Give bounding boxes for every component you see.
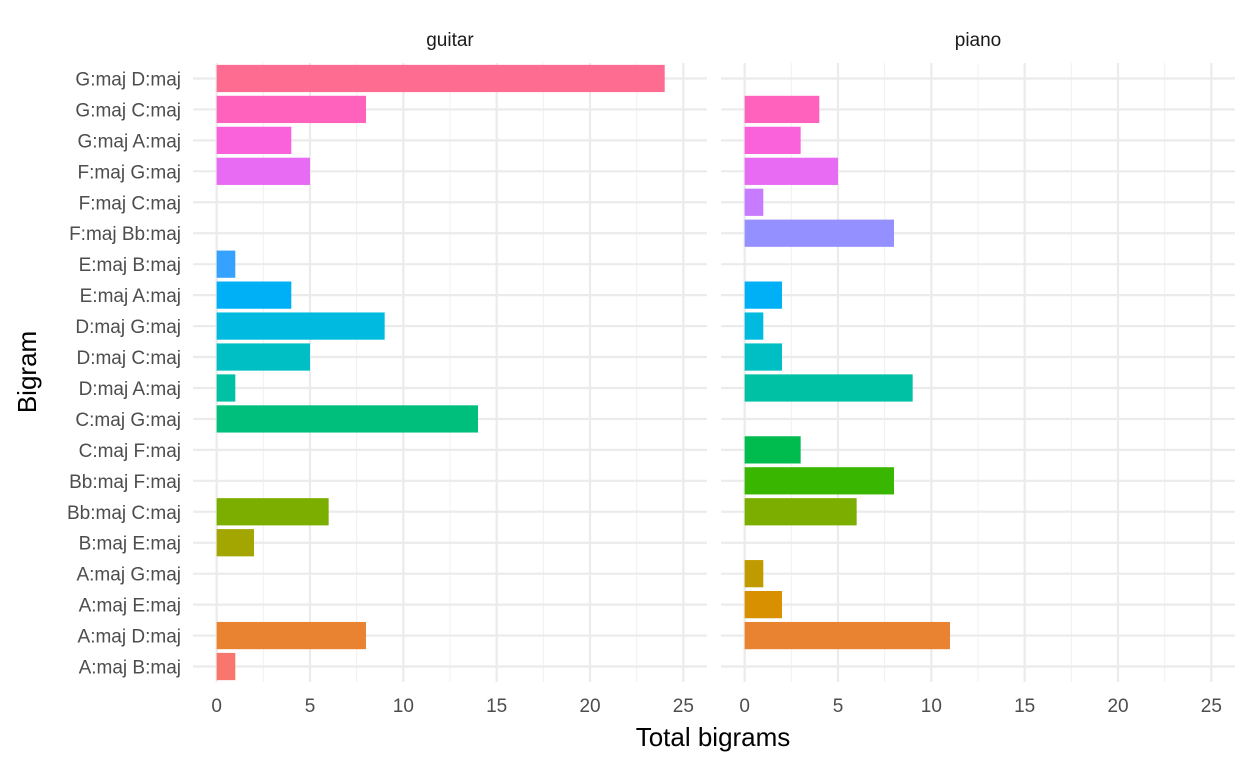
bar-guitar-d-maj-g-maj (216, 312, 385, 340)
x-tick-label: 5 (833, 696, 844, 717)
y-tick-label: B:maj E:maj (79, 534, 181, 555)
x-tick-label: 15 (486, 696, 507, 717)
bar-guitar-d-maj-a-maj (216, 374, 236, 402)
bar-guitar-e-maj-a-maj (216, 281, 292, 309)
bar-guitar-g-maj-a-maj (216, 126, 292, 154)
y-tick-label: G:maj C:maj (75, 100, 181, 121)
y-axis-title: Bigram (12, 331, 42, 413)
y-tick-label: F:maj G:maj (78, 162, 181, 183)
x-tick-label: 5 (305, 696, 316, 717)
bar-piano-f-maj-g-maj (744, 157, 838, 185)
y-tick-label: A:maj G:maj (76, 565, 181, 586)
bar-piano-d-maj-c-maj (744, 343, 782, 371)
bar-piano-a-maj-e-maj (744, 591, 782, 619)
bar-guitar-c-maj-g-maj (216, 405, 479, 433)
bar-piano-d-maj-a-maj (744, 374, 913, 402)
bar-guitar-a-maj-d-maj (216, 621, 366, 650)
bar-guitar-bb-maj-c-maj (216, 498, 329, 526)
bar-guitar-e-maj-b-maj (216, 250, 236, 278)
x-tick-label: 20 (579, 696, 600, 717)
y-tick-label: A:maj E:maj (79, 596, 181, 617)
bar-guitar-d-maj-c-maj (216, 343, 310, 371)
bar-piano-a-maj-g-maj (744, 560, 764, 588)
y-tick-label: D:maj G:maj (75, 317, 181, 338)
x-tick-label: 10 (393, 696, 414, 717)
y-tick-label: D:maj C:maj (76, 348, 181, 369)
bar-piano-a-maj-d-maj (744, 621, 950, 650)
bars-layer (216, 64, 950, 681)
x-tick-label: 25 (673, 696, 694, 717)
y-tick-label: F:maj C:maj (79, 193, 181, 214)
facet-label-piano: piano (955, 30, 1002, 51)
bar-piano-f-maj-bb-maj (744, 219, 894, 247)
y-tick-label: G:maj A:maj (78, 131, 181, 152)
bar-guitar-g-maj-d-maj (216, 64, 665, 93)
bar-guitar-a-maj-b-maj (216, 652, 236, 681)
x-tick-label: 15 (1014, 696, 1035, 717)
bar-piano-g-maj-c-maj (744, 95, 820, 124)
bar-guitar-f-maj-g-maj (216, 157, 310, 185)
bar-piano-bb-maj-f-maj (744, 467, 894, 495)
y-tick-label: G:maj D:maj (75, 69, 181, 90)
y-tick-label: D:maj A:maj (79, 379, 181, 400)
bar-guitar-b-maj-e-maj (216, 529, 254, 557)
facet-label-guitar: guitar (426, 30, 474, 51)
bar-piano-d-maj-g-maj (744, 312, 764, 340)
x-tick-label: 0 (739, 696, 750, 717)
grid-layer (193, 63, 1235, 682)
y-tick-label: C:maj G:maj (75, 410, 181, 431)
x-tick-label: 25 (1201, 696, 1222, 717)
x-tick-label: 0 (211, 696, 222, 717)
x-axis-title: Total bigrams (636, 722, 791, 752)
y-tick-label: E:maj B:maj (79, 255, 181, 276)
x-tick-label: 20 (1107, 696, 1128, 717)
bar-piano-f-maj-c-maj (744, 188, 764, 216)
y-tick-label: E:maj A:maj (80, 286, 181, 307)
y-tick-label: Bb:maj C:maj (67, 503, 181, 524)
bar-guitar-g-maj-c-maj (216, 95, 366, 124)
bar-piano-bb-maj-c-maj (744, 498, 857, 526)
y-tick-label: F:maj Bb:maj (69, 224, 181, 245)
y-tick-label: A:maj B:maj (79, 658, 181, 679)
labels-layer: 0 5 10 15 20 25 guitar 0 5 10 15 20 25 piano A:maj B:m… (67, 30, 1222, 717)
bar-piano-c-maj-f-maj (744, 436, 801, 464)
x-tick-label: 10 (921, 696, 942, 717)
y-tick-label: C:maj F:maj (79, 441, 181, 462)
y-tick-label: Bb:maj F:maj (69, 472, 181, 493)
bar-piano-e-maj-a-maj (744, 281, 782, 309)
y-tick-label: A:maj D:maj (78, 627, 181, 648)
bar-piano-g-maj-a-maj (744, 126, 801, 154)
